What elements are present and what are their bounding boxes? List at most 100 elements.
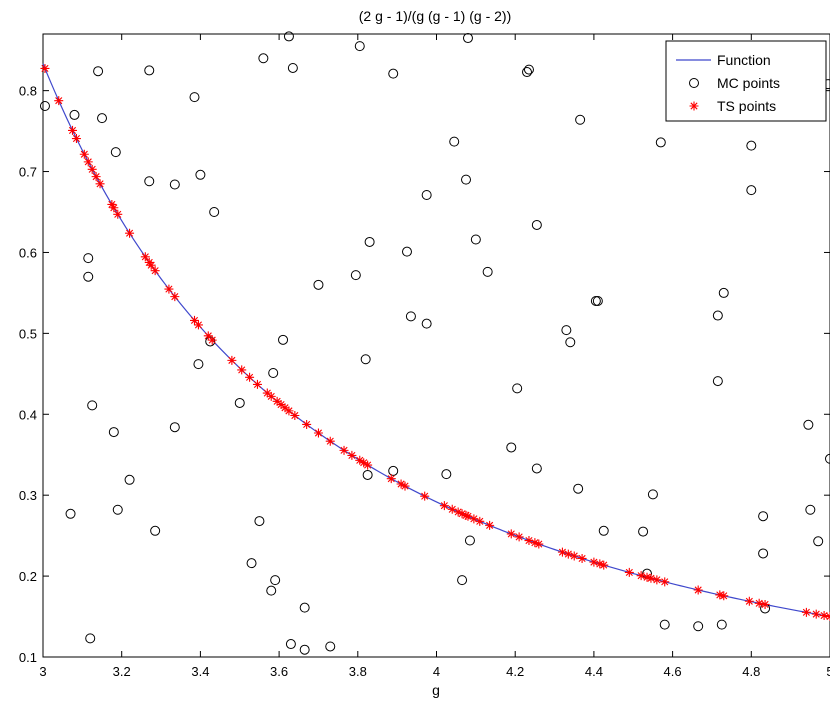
- ts-point: [485, 520, 495, 530]
- mc-point: [287, 62, 298, 73]
- ts-point: [113, 209, 123, 219]
- x-tick-label: 5: [826, 664, 830, 679]
- mc-point: [258, 53, 269, 64]
- legend-label-ts-points: TS points: [717, 98, 776, 114]
- ts-point: [91, 172, 101, 182]
- ts-point: [646, 573, 656, 583]
- ts-point: [715, 590, 725, 600]
- y-tick-label: 0.4: [19, 407, 37, 422]
- mc-point: [449, 136, 460, 147]
- ts-point: [660, 577, 670, 587]
- mc-point: [531, 219, 542, 230]
- ts-point: [189, 315, 199, 325]
- mc-point: [693, 621, 704, 632]
- ts-point: [642, 572, 652, 582]
- y-tick-labels: 0.1 0.2 0.3 0.4 0.5 0.6 0.7 0.8: [19, 84, 37, 665]
- y-tick-label: 0.2: [19, 569, 37, 584]
- legend-circle-swatch: [689, 78, 699, 88]
- y-tick-label: 0.1: [19, 650, 37, 665]
- mc-point: [522, 67, 533, 78]
- ts-point: [276, 400, 286, 410]
- mc-point: [565, 337, 576, 348]
- ts-point: [363, 460, 373, 470]
- x-tick-label: 3.8: [349, 664, 367, 679]
- legend-star-mark: [689, 101, 699, 111]
- ts-point: [577, 553, 587, 563]
- ts-point: [203, 331, 213, 341]
- y-tick-label: 0.3: [19, 488, 37, 503]
- mc-point: [573, 483, 584, 494]
- ts-point: [453, 507, 463, 517]
- y-tick-label: 0.6: [19, 245, 37, 260]
- mc-point: [746, 185, 757, 196]
- ts-point: [457, 509, 467, 519]
- mc-point: [362, 469, 373, 480]
- x-tick-label: 3.2: [113, 664, 131, 679]
- plot-area: [42, 33, 830, 658]
- ts-point: [355, 455, 365, 465]
- ts-point: [506, 529, 516, 539]
- ts-point: [652, 575, 662, 585]
- ts-point: [624, 567, 634, 577]
- mc-point: [421, 190, 432, 201]
- plot-marks: [39, 31, 830, 655]
- ts-point: [524, 536, 534, 546]
- mc-point: [299, 644, 310, 655]
- mc-point: [401, 246, 412, 257]
- mc-point: [266, 585, 277, 596]
- mc-point: [441, 469, 452, 480]
- mc-point: [87, 400, 98, 411]
- ts-point: [107, 199, 117, 209]
- ts-point: [744, 596, 754, 606]
- x-tick-label: 3.4: [191, 664, 209, 679]
- mc-point: [110, 147, 121, 158]
- ts-point: [563, 549, 573, 559]
- ts-point: [150, 266, 160, 276]
- mc-point: [523, 64, 534, 75]
- mc-point: [97, 113, 108, 124]
- ts-point: [420, 491, 430, 501]
- ts-point: [227, 355, 237, 365]
- ts-point: [589, 557, 599, 567]
- ts-point: [347, 450, 357, 460]
- ts-point: [636, 571, 646, 581]
- ts-point: [514, 532, 524, 542]
- ts-point: [557, 547, 567, 557]
- legend-box: [665, 40, 827, 122]
- ts-point: [144, 257, 154, 267]
- mc-point: [561, 325, 572, 336]
- ts-point: [237, 365, 247, 375]
- mc-point: [234, 397, 245, 408]
- x-tick-label: 4.2: [506, 664, 524, 679]
- x-tick-label: 3: [39, 664, 46, 679]
- mc-point: [124, 474, 135, 485]
- mc-point: [189, 92, 200, 103]
- mc-point: [805, 504, 816, 515]
- y-tick-label: 0.5: [19, 326, 37, 341]
- ts-point: [164, 284, 174, 294]
- mc-point: [462, 33, 473, 44]
- legend: Function MC points TS points: [665, 40, 827, 122]
- mc-point: [746, 140, 757, 151]
- mc-point: [268, 368, 279, 379]
- ts-point: [266, 391, 276, 401]
- ts-point: [170, 292, 180, 302]
- ts-point: [400, 481, 410, 491]
- mc-point: [825, 453, 830, 464]
- ts-point: [386, 474, 396, 484]
- x-tick-label: 4.4: [585, 664, 603, 679]
- mc-point: [325, 641, 336, 652]
- mc-point: [405, 311, 416, 322]
- mc-point: [506, 442, 517, 453]
- mc-point: [254, 516, 265, 527]
- ts-point: [193, 320, 203, 330]
- ts-point: [530, 538, 540, 548]
- ts-point: [396, 479, 406, 489]
- ts-point: [819, 611, 829, 621]
- ts-point: [313, 428, 323, 438]
- mc-point: [193, 359, 204, 370]
- mc-point: [144, 65, 155, 76]
- mc-point: [758, 548, 769, 559]
- mc-point: [278, 334, 289, 345]
- ts-point: [146, 260, 156, 270]
